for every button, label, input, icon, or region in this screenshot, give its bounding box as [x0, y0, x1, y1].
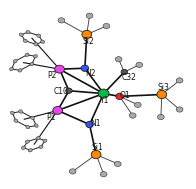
- Ellipse shape: [129, 113, 136, 118]
- Ellipse shape: [86, 121, 93, 128]
- Ellipse shape: [176, 78, 183, 83]
- Ellipse shape: [25, 140, 29, 143]
- Ellipse shape: [115, 57, 122, 62]
- Ellipse shape: [14, 119, 18, 122]
- Text: P2: P2: [48, 71, 57, 81]
- Text: N1: N1: [90, 119, 100, 128]
- Text: O1: O1: [120, 91, 130, 100]
- Ellipse shape: [23, 39, 27, 43]
- Ellipse shape: [55, 65, 64, 73]
- Ellipse shape: [36, 136, 40, 140]
- Text: C10: C10: [54, 87, 69, 96]
- Ellipse shape: [10, 67, 14, 71]
- Ellipse shape: [34, 124, 38, 127]
- Ellipse shape: [136, 62, 143, 67]
- Ellipse shape: [39, 145, 43, 148]
- Text: P1: P1: [46, 113, 55, 122]
- Ellipse shape: [134, 102, 141, 107]
- Ellipse shape: [69, 169, 76, 174]
- Ellipse shape: [10, 111, 14, 115]
- Ellipse shape: [121, 69, 127, 75]
- Text: Si2: Si2: [82, 37, 94, 46]
- Text: N2: N2: [85, 69, 96, 78]
- Ellipse shape: [157, 90, 167, 99]
- Ellipse shape: [81, 65, 89, 71]
- Ellipse shape: [19, 33, 23, 36]
- Ellipse shape: [114, 161, 121, 167]
- Ellipse shape: [22, 146, 25, 149]
- Ellipse shape: [30, 62, 34, 66]
- Ellipse shape: [26, 30, 30, 34]
- Ellipse shape: [86, 13, 93, 18]
- Text: Si1: Si1: [92, 143, 103, 152]
- Ellipse shape: [176, 107, 183, 112]
- Ellipse shape: [26, 125, 30, 129]
- Ellipse shape: [157, 114, 164, 120]
- Ellipse shape: [100, 172, 107, 177]
- Ellipse shape: [28, 149, 32, 152]
- Ellipse shape: [91, 150, 101, 159]
- Ellipse shape: [34, 43, 38, 46]
- Ellipse shape: [58, 18, 65, 23]
- Ellipse shape: [25, 53, 29, 57]
- Ellipse shape: [103, 23, 110, 29]
- Ellipse shape: [116, 93, 123, 100]
- Ellipse shape: [53, 107, 63, 114]
- Text: C32: C32: [122, 73, 137, 82]
- Text: Y1: Y1: [100, 96, 109, 105]
- Ellipse shape: [98, 89, 109, 98]
- Ellipse shape: [31, 116, 35, 120]
- Ellipse shape: [19, 110, 23, 113]
- Text: Si3: Si3: [158, 83, 170, 92]
- Ellipse shape: [82, 30, 92, 39]
- Ellipse shape: [66, 88, 72, 93]
- Ellipse shape: [18, 69, 22, 72]
- Ellipse shape: [34, 55, 37, 58]
- Ellipse shape: [13, 60, 17, 63]
- Ellipse shape: [43, 139, 47, 142]
- Ellipse shape: [41, 40, 45, 43]
- Ellipse shape: [37, 34, 41, 37]
